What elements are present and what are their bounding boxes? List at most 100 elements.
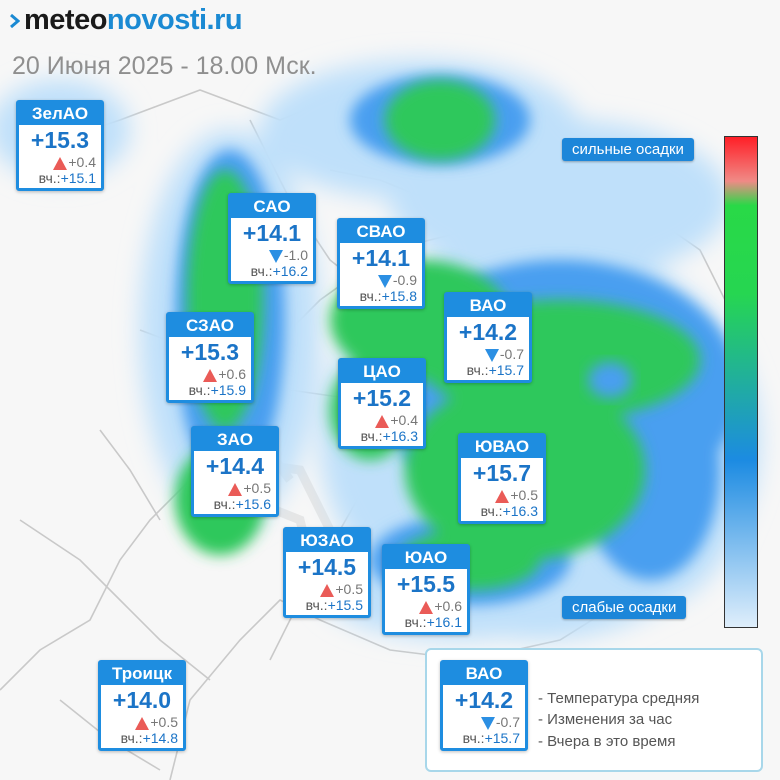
logo-text-meteo: meteo [24, 4, 107, 36]
district-card: ЮВАО +15.7 +0.5 вч.:+16.3 [458, 433, 546, 524]
average-temperature: +15.3 [30, 127, 90, 153]
average-temperature: +14.2 [458, 319, 518, 345]
arrow-down-icon [480, 716, 495, 730]
district-name: Троицк [101, 663, 183, 685]
arrow-down-icon [484, 348, 499, 362]
yesterday-value: +16.3 [502, 503, 538, 519]
yesterday-label: вч.: [38, 170, 61, 186]
yesterday-temperature: вч.:+15.1 [19, 170, 101, 187]
hourly-change: +0.4 [19, 154, 101, 170]
yesterday-label: вч.: [466, 362, 489, 378]
hourly-change: -0.7 [447, 346, 529, 362]
average-temperature: +14.1 [242, 220, 302, 246]
yesterday-value: +15.6 [235, 496, 271, 512]
hourly-change-value: -0.7 [495, 714, 520, 730]
average-temperature: +15.2 [352, 385, 412, 411]
district-card: ВАО +14.2 -0.7 вч.:+15.7 [444, 292, 532, 383]
yesterday-label: вч.: [359, 288, 382, 304]
hourly-change-value: +0.5 [510, 487, 538, 503]
yesterday-label: вч.: [305, 597, 328, 613]
yesterday-value: +15.8 [381, 288, 417, 304]
yesterday-temperature: вч.:+16.3 [341, 428, 423, 445]
yesterday-label: вч.: [480, 503, 503, 519]
arrow-up-icon [53, 156, 68, 170]
legend-line-average-temp: - Температура средняя [538, 690, 700, 707]
precipitation-scale-bar [724, 136, 758, 628]
yesterday-label: вч.: [188, 382, 211, 398]
district-card: ЮАО +15.5 +0.6 вч.:+16.1 [382, 544, 470, 635]
yesterday-temperature: вч.:+15.6 [194, 496, 276, 513]
hourly-change-value: +0.5 [243, 480, 271, 496]
hourly-change-value: -0.7 [499, 346, 524, 362]
hourly-change: +0.5 [461, 487, 543, 503]
legend-sample-card: ВАО +14.2 -0.7 вч.:+15.7 [440, 660, 528, 751]
yesterday-value: +16.1 [426, 614, 462, 630]
yesterday-temperature: вч.:+16.2 [231, 263, 313, 280]
district-card: ЦАО +15.2 +0.4 вч.:+16.3 [338, 358, 426, 449]
date-time-subtitle: 20 Июня 2025 - 18.00 Мск. [12, 52, 317, 80]
yesterday-temperature: вч.:+15.5 [286, 597, 368, 614]
yesterday-label: вч.: [404, 614, 427, 630]
district-name: ВАО [447, 295, 529, 317]
hourly-change: +0.5 [101, 714, 183, 730]
hourly-change-value: +0.4 [390, 412, 418, 428]
yesterday-temperature: вч.:+14.8 [101, 730, 183, 747]
district-card: ЗАО +14.4 +0.5 вч.:+15.6 [191, 426, 279, 517]
logo-text-novosti: novosti.ru [106, 4, 243, 36]
legend-line-yesterday: - Вчера в это время [538, 733, 676, 750]
arrow-down-icon [268, 249, 283, 263]
average-temperature: +14.5 [297, 554, 357, 580]
site-logo: meteo novosti.ru [10, 4, 243, 37]
hourly-change-value: +0.5 [150, 714, 178, 730]
scale-label-heavy: сильные осадки [562, 138, 694, 161]
yesterday-value: +15.5 [327, 597, 363, 613]
yesterday-value: +15.7 [488, 362, 524, 378]
yesterday-value: +15.9 [210, 382, 246, 398]
hourly-change-value: +0.6 [434, 598, 462, 614]
average-temperature: +14.1 [351, 245, 411, 271]
yesterday-temperature: вч.:+15.7 [447, 362, 529, 379]
yesterday-label: вч.: [250, 263, 273, 279]
hourly-change: +0.6 [385, 598, 467, 614]
arrow-up-icon [495, 489, 510, 503]
yesterday-label: вч.: [120, 730, 143, 746]
hourly-change: +0.5 [194, 480, 276, 496]
district-card: САО +14.1 -1.0 вч.:+16.2 [228, 193, 316, 284]
district-name: ЦАО [341, 361, 423, 383]
average-temperature: +15.5 [396, 571, 456, 597]
hourly-change: -0.7 [443, 714, 525, 730]
precip-spots [588, 362, 632, 398]
average-temperature: +14.4 [205, 453, 265, 479]
district-name: ЗАО [194, 429, 276, 451]
hourly-change: -1.0 [231, 247, 313, 263]
yesterday-label: вч.: [360, 428, 383, 444]
logo-mark-icon [10, 13, 20, 28]
district-name: ЮВАО [461, 436, 543, 458]
district-name: ЗелАО [19, 103, 101, 125]
hourly-change: +0.6 [169, 366, 251, 382]
district-name: СЗАО [169, 315, 251, 337]
yesterday-temperature: вч.:+15.9 [169, 382, 251, 399]
yesterday-label: вч.: [213, 496, 236, 512]
district-card: ЮЗАО +14.5 +0.5 вч.:+15.5 [283, 527, 371, 618]
yesterday-temperature: вч.:+15.7 [443, 730, 525, 747]
yesterday-value: +14.8 [142, 730, 178, 746]
yesterday-temperature: вч.:+16.1 [385, 614, 467, 631]
arrow-down-icon [377, 274, 392, 288]
yesterday-label: вч.: [462, 730, 485, 746]
district-name: ЮАО [385, 547, 467, 569]
hourly-change-value: +0.5 [335, 581, 363, 597]
arrow-up-icon [135, 716, 150, 730]
hourly-change-value: +0.4 [68, 154, 96, 170]
district-name: ВАО [443, 663, 525, 685]
district-card: СЗАО +15.3 +0.6 вч.:+15.9 [166, 312, 254, 403]
district-name: ЮЗАО [286, 530, 368, 552]
yesterday-value: +16.3 [382, 428, 418, 444]
average-temperature: +15.7 [472, 460, 532, 486]
yesterday-temperature: вч.:+15.8 [340, 288, 422, 305]
hourly-change-value: -1.0 [283, 247, 308, 263]
district-card: ЗелАО +15.3 +0.4 вч.:+15.1 [16, 100, 104, 191]
arrow-up-icon [320, 583, 335, 597]
hourly-change-value: +0.6 [218, 366, 246, 382]
hourly-change: +0.5 [286, 581, 368, 597]
